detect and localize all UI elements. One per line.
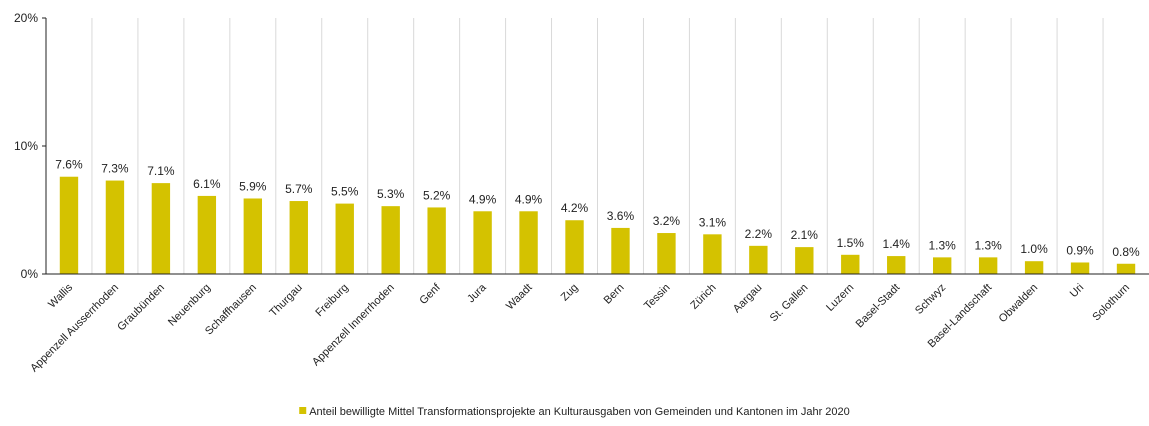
value-label: 1.0%	[1020, 242, 1048, 256]
value-label: 5.3%	[377, 187, 405, 201]
value-label: 1.3%	[929, 238, 957, 252]
value-label: 5.7%	[285, 182, 313, 196]
x-tick-label: Thurgau	[267, 282, 304, 319]
x-tick-label: Bern	[602, 282, 627, 307]
bar	[1116, 263, 1136, 274]
bar	[59, 176, 79, 274]
legend-swatch	[299, 407, 307, 414]
value-label: 4.9%	[469, 192, 497, 206]
value-label: 2.1%	[791, 228, 819, 242]
bar	[887, 256, 906, 274]
bar	[978, 257, 998, 274]
value-label: 5.5%	[331, 185, 359, 199]
value-label: 7.6%	[55, 158, 83, 172]
x-tick-label: Waadt	[504, 282, 535, 313]
value-label: 5.9%	[239, 179, 267, 193]
x-tick-label: Tessin	[642, 282, 673, 313]
bar	[657, 233, 676, 274]
x-tick-label: Zug	[559, 282, 581, 304]
x-tick-label: Appenzell Ausserrhoden	[28, 282, 121, 375]
value-label: 1.5%	[837, 236, 865, 250]
bar	[1070, 262, 1090, 274]
bar	[795, 247, 814, 274]
value-label: 0.8%	[1112, 245, 1140, 259]
bar	[932, 257, 952, 274]
value-label: 4.9%	[515, 192, 543, 206]
y-tick-label: 0%	[21, 267, 39, 281]
x-tick-label: Uri	[1068, 282, 1086, 300]
value-label: 3.2%	[653, 214, 681, 228]
x-tick-label: Jura	[465, 281, 489, 305]
bar	[427, 207, 446, 274]
bar	[289, 201, 308, 274]
x-tick-label: Zürich	[688, 282, 718, 312]
bar	[151, 183, 171, 274]
y-tick-label: 20%	[14, 11, 38, 25]
bar	[519, 211, 538, 274]
value-label: 1.3%	[974, 238, 1002, 252]
x-tick-label: Basel-Stadt	[854, 282, 903, 331]
x-tick-label: St. Gallen	[768, 282, 811, 325]
x-tick-label: Aargau	[731, 282, 765, 316]
x-tick-label: Graubünden	[115, 282, 167, 334]
bar	[105, 180, 125, 274]
bar	[197, 195, 217, 274]
bar	[565, 220, 584, 274]
x-tick-label: Obwalden	[997, 282, 1041, 326]
bar	[611, 227, 630, 274]
value-label: 4.2%	[561, 201, 589, 215]
value-label: 7.1%	[147, 164, 175, 178]
value-label: 7.3%	[101, 162, 129, 176]
value-label: 2.2%	[745, 227, 773, 241]
x-tick-label: Wallis	[46, 281, 75, 310]
value-label: 6.1%	[193, 177, 221, 191]
bar	[703, 234, 722, 274]
bar	[473, 211, 492, 274]
x-tick-label: Schwyz	[913, 282, 948, 317]
bar	[1024, 261, 1044, 274]
value-label: 3.1%	[699, 215, 727, 229]
x-tick-label: Neuenburg	[166, 282, 213, 329]
bar	[381, 206, 400, 274]
value-label: 1.4%	[883, 237, 911, 251]
x-tick-label: Appenzell Innerrhoden	[310, 282, 397, 369]
value-label: 0.9%	[1066, 243, 1094, 257]
value-label: 5.2%	[423, 188, 451, 202]
y-tick-label: 10%	[14, 139, 38, 153]
x-tick-label: Luzern	[824, 282, 856, 314]
value-label: 3.6%	[607, 209, 635, 223]
bar	[243, 198, 263, 274]
x-tick-label: Genf	[417, 281, 443, 307]
legend-label: Anteil bewilligte Mittel Transformations…	[309, 406, 850, 418]
bar	[335, 203, 354, 274]
x-tick-label: Freiburg	[313, 282, 350, 319]
bar	[749, 245, 768, 274]
bar	[841, 254, 860, 274]
x-tick-label: Solothurn	[1090, 282, 1132, 324]
